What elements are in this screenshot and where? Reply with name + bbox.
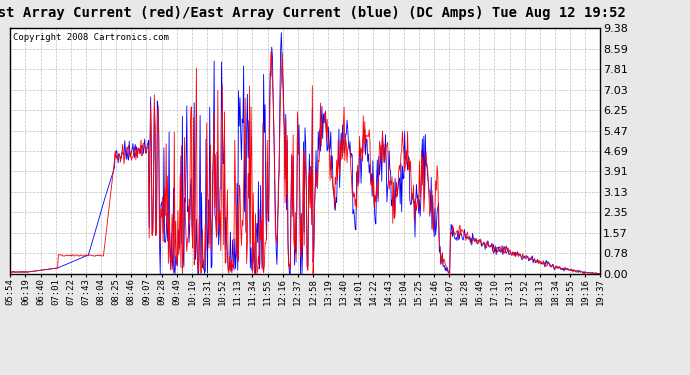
Text: West Array Current (red)/East Array Current (blue) (DC Amps) Tue Aug 12 19:52: West Array Current (red)/East Array Curr… <box>0 6 626 20</box>
Text: Copyright 2008 Cartronics.com: Copyright 2008 Cartronics.com <box>13 33 169 42</box>
